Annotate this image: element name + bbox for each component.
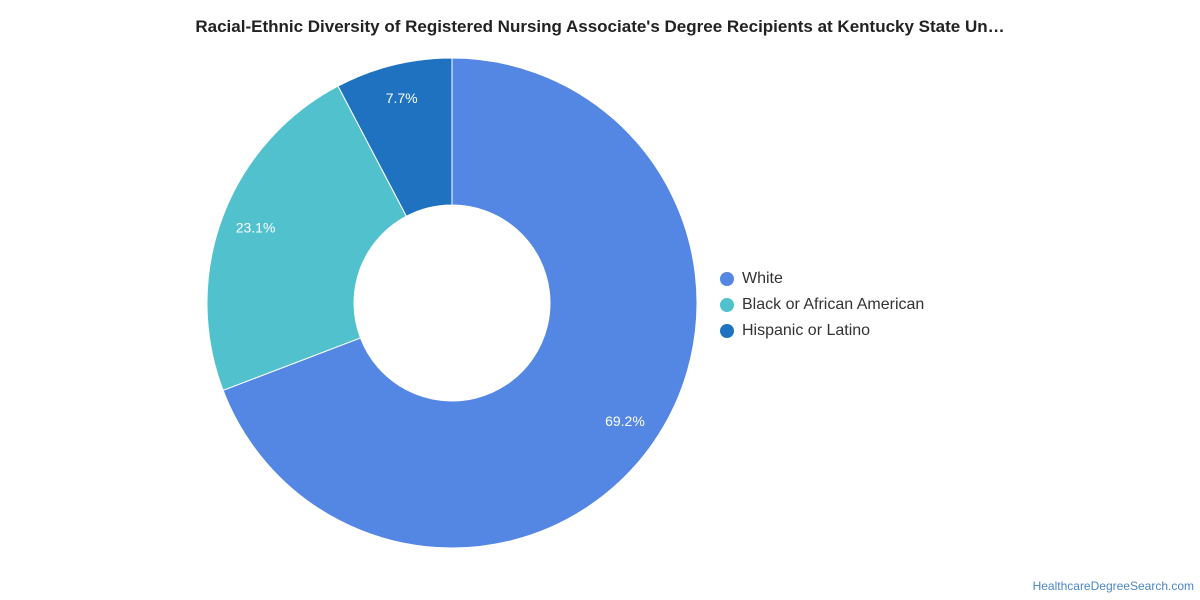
legend-item-black-or-african-american[interactable]: Black or African American bbox=[720, 292, 924, 318]
slice-hispanic-or-latino[interactable] bbox=[337, 57, 453, 217]
slice-white[interactable] bbox=[222, 57, 698, 549]
legend-item-white[interactable]: White bbox=[720, 266, 924, 292]
slice-value-label: 7.7% bbox=[386, 90, 418, 106]
legend-label: White bbox=[742, 270, 783, 287]
slice-value-label: 23.1% bbox=[236, 219, 276, 235]
legend-swatch bbox=[720, 298, 734, 312]
source-link[interactable]: HealthcareDegreeSearch.com bbox=[1032, 579, 1194, 593]
slice-black-or-african-american[interactable] bbox=[206, 85, 408, 391]
legend-label: Black or African American bbox=[742, 296, 925, 313]
legend-swatch bbox=[720, 272, 734, 286]
legend-item-hispanic-or-latino[interactable]: Hispanic or Latino bbox=[720, 318, 924, 344]
legend-label: Hispanic or Latino bbox=[742, 322, 871, 339]
chart-title: Racial-Ethnic Diversity of Registered Nu… bbox=[195, 17, 1005, 36]
legend-swatch bbox=[720, 324, 734, 338]
slice-value-label: 69.2% bbox=[605, 413, 645, 429]
chart-legend: White Black or African American Hispanic… bbox=[720, 266, 924, 344]
